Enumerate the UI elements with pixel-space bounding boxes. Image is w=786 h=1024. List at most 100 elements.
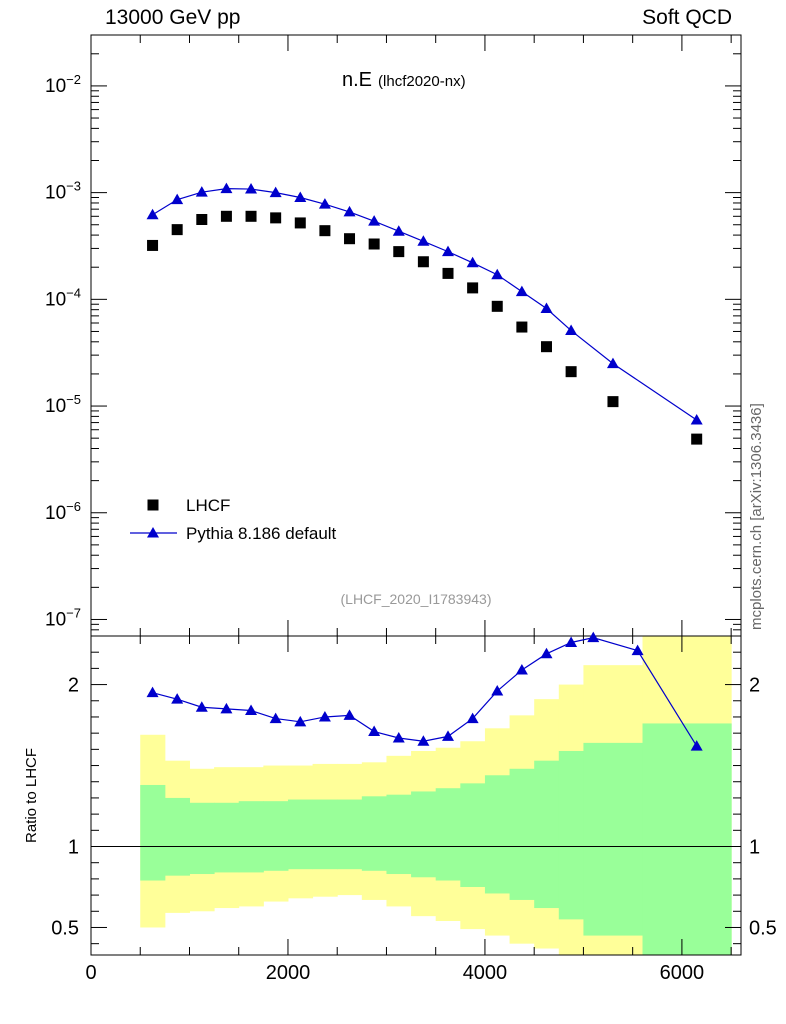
band-green-16	[534, 760, 560, 909]
pythia-data-point	[171, 193, 184, 205]
lhcf-data-point	[607, 396, 619, 408]
main-frame	[90, 34, 742, 637]
legend-pythia-marker	[147, 527, 159, 538]
band-green-2	[189, 802, 215, 875]
pythia-data-point	[442, 245, 455, 257]
band-green-0	[140, 784, 166, 881]
lhcf-data-point	[691, 433, 703, 445]
pythia-data-point	[606, 357, 619, 369]
pythia-ratio-point	[294, 715, 307, 727]
lhcf-data-point	[171, 224, 183, 236]
lhcf-data-point	[368, 238, 380, 250]
x-tick-label: 2000	[266, 962, 311, 984]
y-tick-label: 10−7	[45, 605, 81, 630]
pythia-data-point	[392, 225, 405, 236]
band-green-11	[411, 791, 437, 878]
pythia-ratio-point	[565, 636, 578, 647]
band-green-7	[312, 799, 338, 870]
ratio-frame	[90, 635, 742, 956]
pythia-ratio-point	[245, 704, 258, 715]
pythia-data-point	[195, 186, 208, 197]
lhcf-data-point	[565, 366, 577, 378]
pythia-ratio-point	[269, 712, 282, 724]
pythia-data-point	[294, 191, 307, 203]
lhcf-data-point	[516, 321, 528, 333]
uncertainty-bands	[140, 636, 732, 955]
pythia-data-point	[220, 182, 233, 194]
ratio-y-tick-label-right: 0.5	[749, 917, 777, 939]
ratio-panel	[90, 635, 742, 956]
plot-title: n.E (lhcf2020-nx)	[342, 69, 466, 91]
pythia-ratio-point	[491, 685, 504, 696]
band-green-17	[558, 750, 584, 920]
lhcf-data-point	[245, 210, 257, 222]
pythia-ratio-point	[171, 693, 184, 704]
x-tick-label: 0	[85, 962, 96, 984]
pythia-data-point	[417, 235, 430, 246]
pythia-ratio-point	[466, 712, 479, 724]
pythia-ratio-point	[318, 710, 331, 722]
lhcf-data-point	[294, 217, 306, 229]
pythia-line	[152, 188, 698, 421]
pythia-data-point	[146, 208, 159, 220]
ratio-y-tick-label-right: 2	[749, 675, 760, 697]
lhcf-data-point	[196, 213, 208, 225]
pythia-ratio-point	[631, 644, 644, 656]
legend: LHCF Pythia 8.186 default	[130, 496, 337, 543]
band-green-5	[263, 801, 289, 871]
lhcf-data-point	[344, 233, 356, 245]
main-panel	[90, 34, 742, 637]
band-green-8	[337, 799, 363, 870]
pythia-data-point	[565, 324, 578, 336]
pythia-ratio-point	[146, 686, 159, 698]
header-energy-label: 13000 GeV pp	[105, 6, 241, 29]
pythia-ratio-point	[392, 732, 405, 743]
ratio-y-tick-label-right: 1	[749, 837, 760, 859]
band-green-12	[435, 788, 461, 881]
analysis-id-watermark: (LHCF_2020_I1783943)	[341, 591, 492, 607]
pythia-ratio-point	[343, 709, 356, 720]
band-green-9	[361, 796, 387, 871]
chart-text: 10−7 10−6 10−5 10−4 10−3 10−2 0 2000 4000 6000 0.5…	[23, 69, 777, 984]
band-green-10	[386, 794, 412, 875]
x-tick-label: 6000	[660, 962, 705, 984]
data-series	[146, 182, 703, 751]
lhcf-data-point	[540, 341, 552, 353]
legend-pythia-label: Pythia 8.186 default	[186, 524, 337, 543]
pythia-data-point	[269, 186, 282, 198]
pythia-ratio-point	[690, 740, 703, 751]
band-green-13	[460, 783, 486, 887]
band-green-15	[509, 768, 535, 900]
pythia-data-point	[690, 414, 703, 425]
band-green-19	[642, 723, 732, 955]
y-tick-label: 10−4	[45, 285, 81, 310]
pythia-ratio-point	[195, 701, 208, 712]
y-tick-label: 10−5	[45, 392, 81, 417]
pythia-ratio-point	[442, 730, 455, 741]
band-green-1	[164, 797, 190, 876]
lhcf-data-point	[491, 300, 503, 312]
lhcf-data-point	[147, 239, 159, 251]
pythia-data-point	[540, 302, 553, 314]
pythia-ratio-point	[220, 702, 233, 714]
lhcf-data-point	[270, 212, 282, 224]
lhcf-data-point	[220, 210, 232, 222]
band-green-6	[287, 799, 314, 870]
lhcf-data-point	[319, 225, 331, 237]
pythia-data-point	[466, 256, 479, 268]
pythia-ratio-point	[515, 664, 528, 675]
ratio-y-tick-label-left: 1	[68, 837, 79, 859]
pythia-data-point	[318, 198, 331, 209]
lhcf-data-point	[442, 267, 454, 279]
ratio-y-tick-label-left: 2	[68, 675, 79, 697]
y-tick-label: 10−3	[45, 179, 81, 204]
pythia-ratio-point	[540, 647, 553, 659]
band-green-3	[214, 802, 240, 873]
band-green-18	[583, 742, 644, 936]
header-process-label: Soft QCD	[642, 6, 732, 29]
pythia-ratio-point	[587, 631, 600, 643]
pythia-data-point	[515, 285, 528, 297]
x-tick-label: 4000	[463, 962, 508, 984]
pythia-data-point	[245, 183, 258, 194]
